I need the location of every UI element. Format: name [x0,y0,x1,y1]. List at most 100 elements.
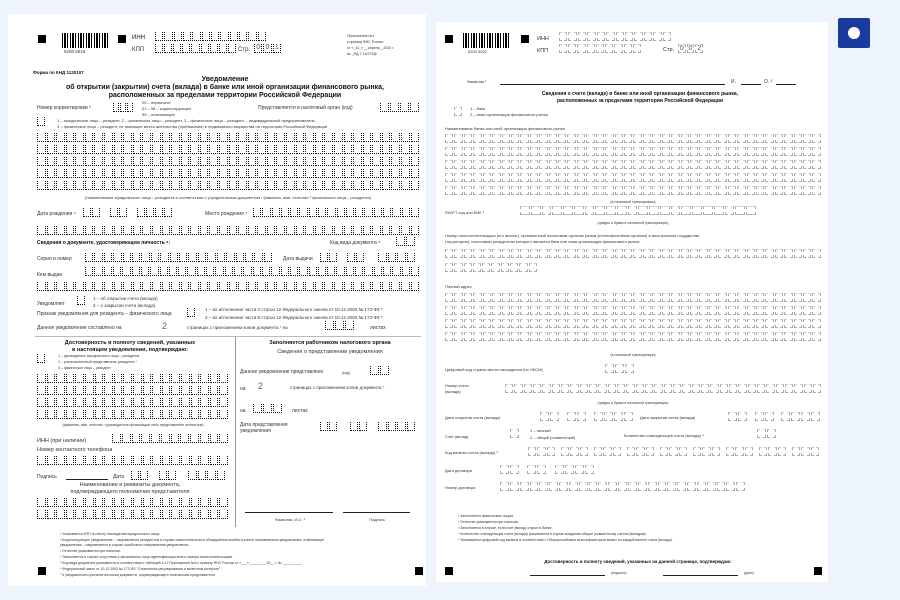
input-cell[interactable] [104,398,113,407]
input-cell[interactable] [614,186,624,195]
input-cell[interactable] [400,133,410,142]
input-cell[interactable] [396,237,405,246]
input-cell[interactable] [75,456,84,465]
input-cell[interactable] [529,332,539,341]
input-cell[interactable] [113,374,123,383]
input-cell[interactable] [529,482,539,491]
input-cell[interactable] [454,263,463,272]
input-cell[interactable] [671,306,680,315]
input-cell[interactable] [94,267,103,276]
input-cell[interactable] [586,134,595,143]
input-cell[interactable] [661,160,671,169]
input-cell[interactable] [325,321,334,330]
input-cell[interactable] [94,386,104,395]
input-cell[interactable] [765,412,774,421]
input-cell[interactable] [492,134,501,143]
input-cell[interactable] [151,157,161,166]
input-cell[interactable] [410,169,420,178]
input-cell[interactable] [693,447,702,456]
input-cell[interactable] [219,434,228,443]
input-cell[interactable] [606,206,616,215]
input-cell[interactable] [46,157,56,166]
input-cell[interactable] [286,282,295,291]
input-cell[interactable] [37,510,46,519]
input-cell[interactable] [113,181,123,190]
input-cell[interactable] [391,169,400,178]
input-cell[interactable] [151,133,161,142]
input-cell[interactable] [84,145,94,154]
input-cell[interactable] [247,226,257,235]
currency-cells[interactable] [660,447,688,456]
input-cell[interactable] [793,293,803,302]
input-cell[interactable] [56,374,65,383]
input-cell[interactable] [56,386,65,395]
input-cell[interactable] [257,133,266,142]
input-cell[interactable] [510,173,520,182]
input-cell[interactable] [187,308,195,317]
input-cell[interactable] [727,249,737,258]
input-cell[interactable] [500,482,509,491]
input-cell[interactable] [261,267,271,276]
input-cell[interactable] [373,208,382,217]
input-cell[interactable] [671,134,680,143]
input-cell[interactable] [132,145,142,154]
input-cell[interactable] [65,226,75,235]
input-cell[interactable] [614,249,624,258]
input-cell[interactable] [378,422,387,431]
input-cell[interactable] [803,319,812,328]
contract-date-cells[interactable] [500,465,520,474]
input-cell[interactable] [199,169,209,178]
input-cell[interactable] [500,263,510,272]
input-cell[interactable] [652,293,661,302]
input-cell[interactable] [680,147,689,156]
input-cell[interactable] [113,226,123,235]
input-cell[interactable] [276,133,286,142]
input-cell[interactable] [345,267,355,276]
input-cell[interactable] [784,293,793,302]
input-cell[interactable] [662,32,672,41]
input-cell[interactable] [691,384,700,393]
submit-date-cells[interactable] [378,422,416,431]
input-cell[interactable] [501,319,510,328]
currency-cells[interactable] [627,447,655,456]
input-cell[interactable] [659,206,670,215]
input-cell[interactable] [65,282,75,291]
input-cell[interactable] [372,169,381,178]
input-cell[interactable] [152,374,161,383]
input-cell[interactable] [199,157,209,166]
input-cell[interactable] [171,226,180,235]
input-cell[interactable] [104,181,113,190]
input-cell[interactable] [595,186,605,195]
input-cell[interactable] [718,173,727,182]
input-cell[interactable] [46,398,56,407]
input-cell[interactable] [699,293,708,302]
input-cell[interactable] [501,147,510,156]
input-cell[interactable] [228,145,238,154]
input-cell[interactable] [671,319,680,328]
input-cell[interactable] [137,208,145,217]
input-cell[interactable] [472,263,482,272]
input-cell[interactable] [445,332,454,341]
input-cell[interactable] [84,157,94,166]
input-cell[interactable] [406,422,415,431]
input-cell[interactable] [150,267,159,276]
input-cell[interactable] [362,133,372,142]
input-cell[interactable] [362,169,372,178]
input-cell[interactable] [727,160,737,169]
input-cell[interactable] [247,157,257,166]
input-cell[interactable] [624,319,633,328]
input-cell[interactable] [765,134,774,143]
input-cell[interactable] [142,226,151,235]
input-cell[interactable] [152,498,161,507]
input-cell[interactable] [286,169,295,178]
input-cell[interactable] [584,206,595,215]
input-cell[interactable] [94,282,104,291]
person-type-cell[interactable] [37,117,46,126]
input-cell[interactable] [482,160,492,169]
input-cell[interactable] [473,147,482,156]
input-cell[interactable] [781,412,790,421]
input-cell[interactable] [680,160,689,169]
input-cell[interactable] [473,134,482,143]
input-cell[interactable] [391,181,400,190]
input-cell[interactable] [812,319,821,328]
